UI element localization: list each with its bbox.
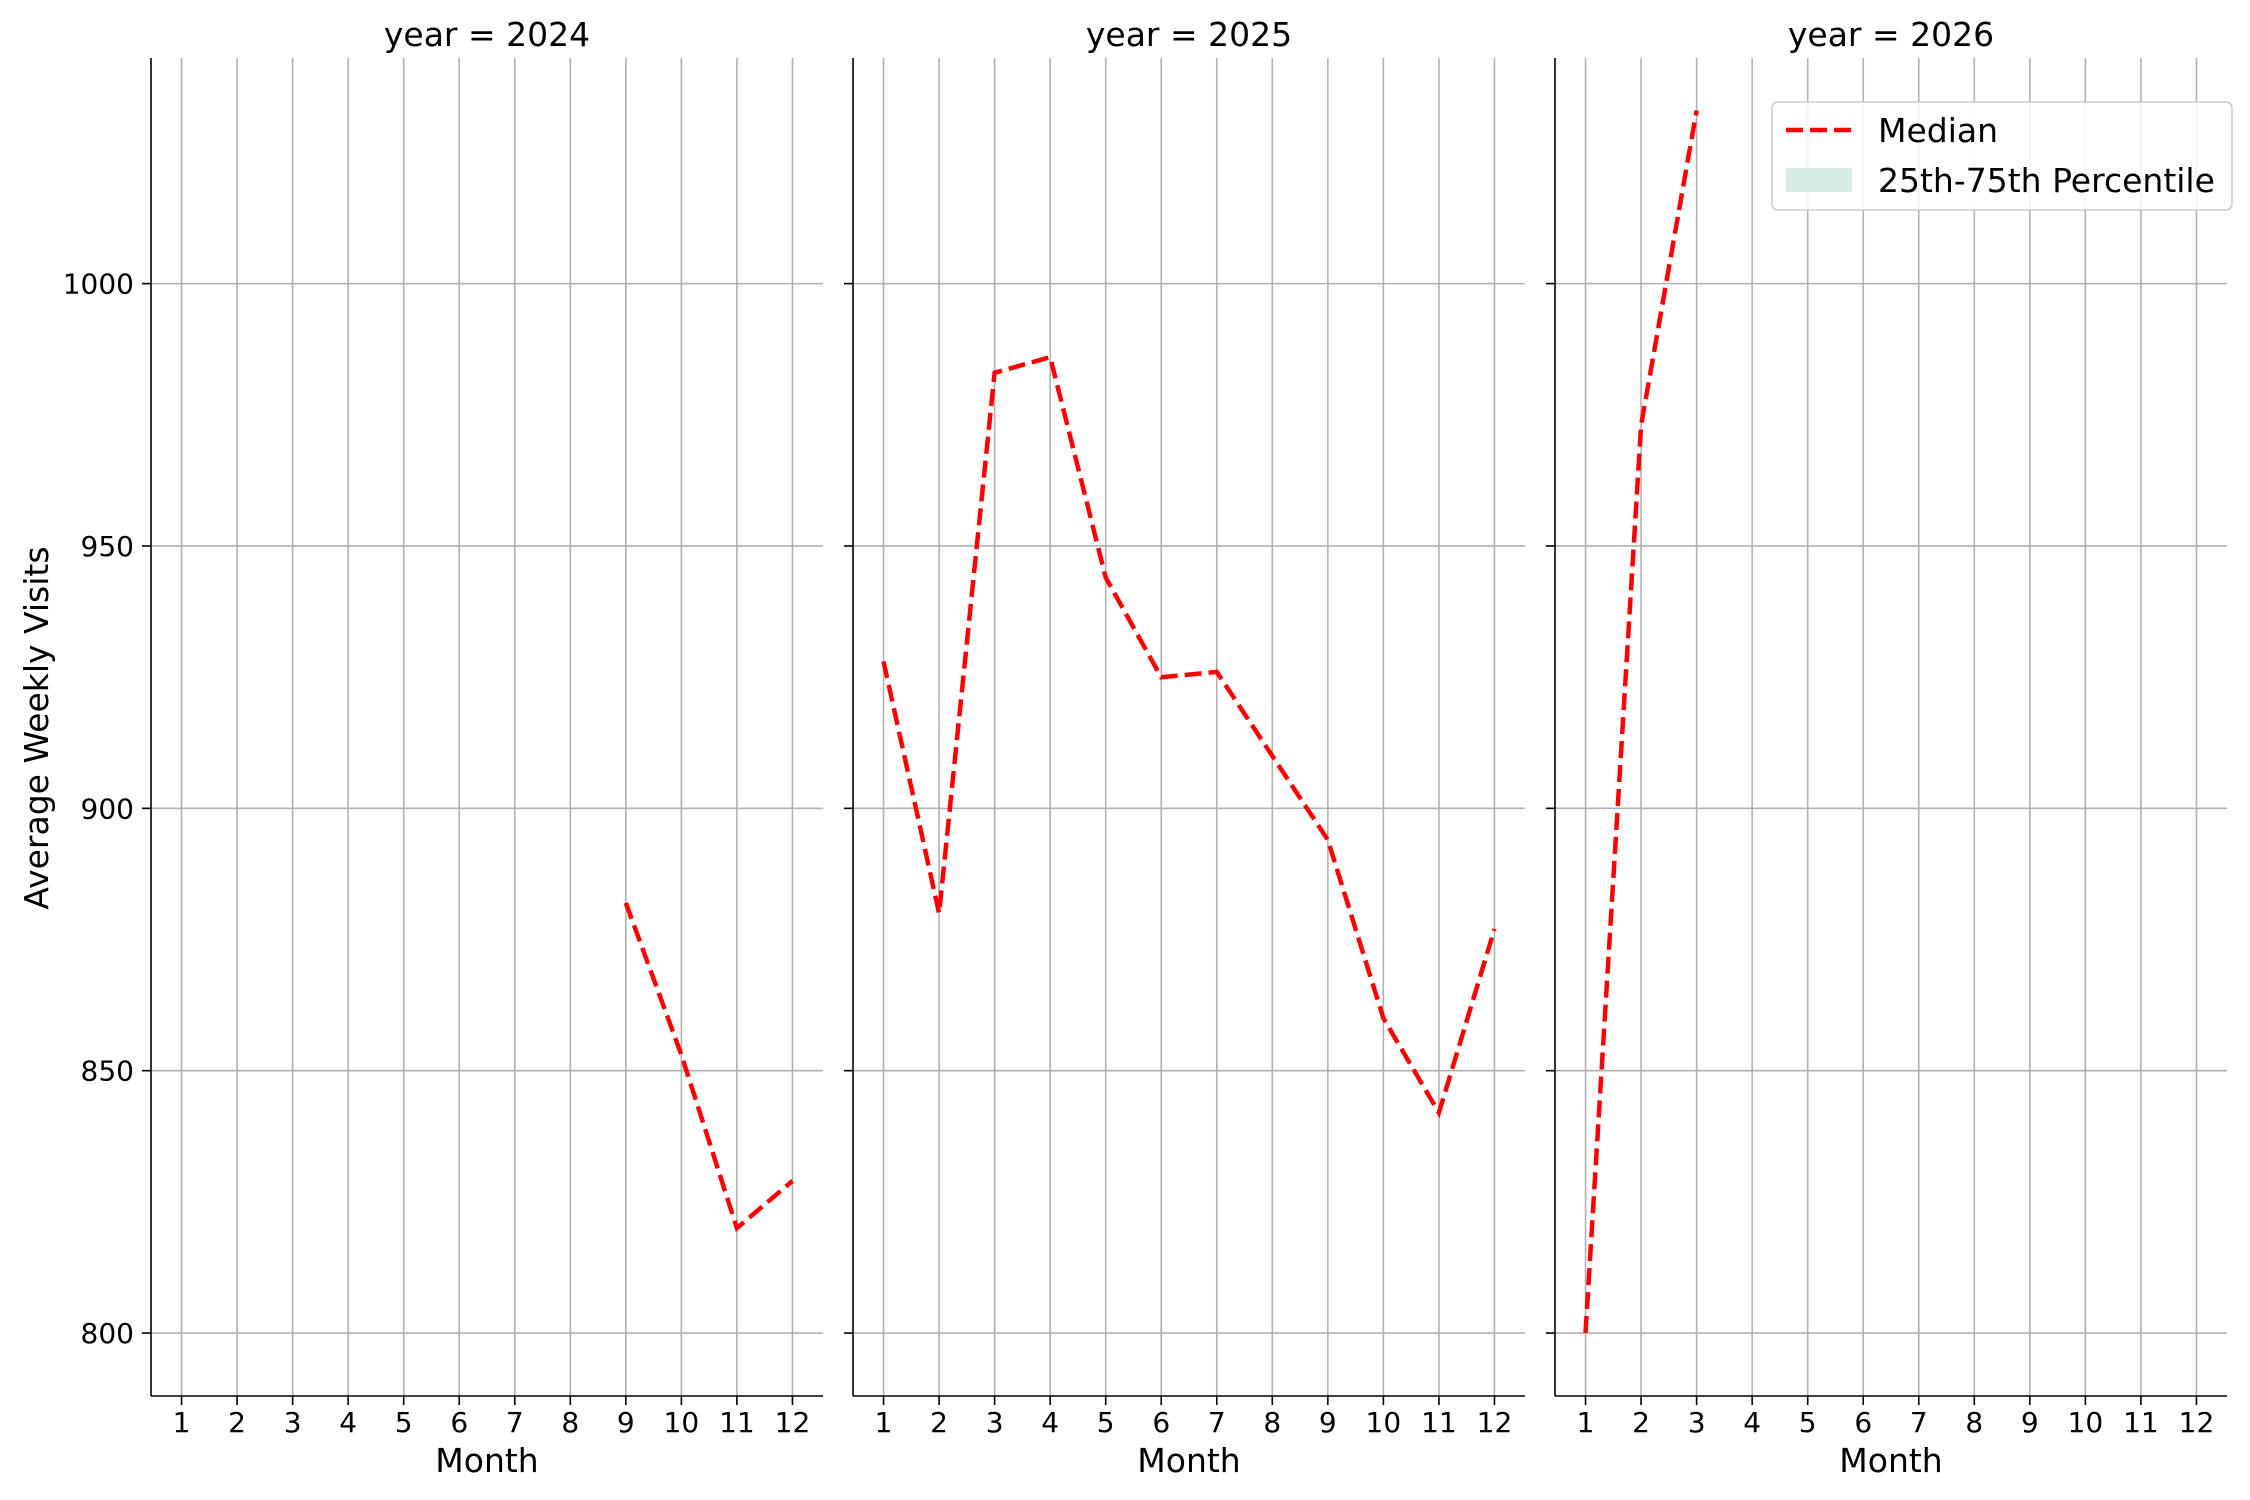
x-tick-label: 8: [1263, 1406, 1281, 1439]
x-tick-label: 7: [1208, 1406, 1226, 1439]
panel-title: year = 2026: [1788, 15, 1994, 54]
y-tick-label: 800: [81, 1317, 134, 1350]
median-line: [1583, 110, 1699, 1334]
x-tick-label: 2: [930, 1406, 948, 1439]
y-axis-label: Average Weekly Visits: [17, 546, 56, 909]
median-line: [881, 354, 1497, 1119]
x-tick-label: 5: [1799, 1406, 1817, 1439]
x-tick-label: 1: [173, 1406, 191, 1439]
x-tick-label: 10: [664, 1406, 700, 1439]
x-tick-label: 12: [1477, 1406, 1513, 1439]
x-tick-label: 3: [986, 1406, 1004, 1439]
x-axis-label: Month: [1839, 1441, 1942, 1480]
panel-title: year = 2024: [384, 15, 590, 54]
legend-median-label: Median: [1878, 111, 1998, 150]
x-tick-label: 3: [1688, 1406, 1706, 1439]
x-tick-label: 2: [228, 1406, 246, 1439]
x-tick-label: 4: [1041, 1406, 1059, 1439]
x-tick-label: 10: [1366, 1406, 1402, 1439]
legend-percentile-swatch: [1786, 168, 1852, 192]
x-tick-label: 7: [1910, 1406, 1928, 1439]
x-axis-label: Month: [1137, 1441, 1240, 1480]
x-tick-label: 3: [284, 1406, 302, 1439]
y-tick-label: 1000: [63, 268, 134, 301]
x-tick-label: 11: [719, 1406, 755, 1439]
x-tick-label: 1: [875, 1406, 893, 1439]
y-tick-label: 850: [81, 1055, 134, 1088]
x-tick-label: 8: [1965, 1406, 1983, 1439]
legend-percentile-label: 25th-75th Percentile: [1878, 161, 2215, 200]
x-tick-label: 4: [1743, 1406, 1761, 1439]
x-axis-label: Month: [435, 1441, 538, 1480]
x-tick-label: 9: [617, 1406, 635, 1439]
x-tick-label: 11: [1421, 1406, 1457, 1439]
x-tick-label: 12: [2179, 1406, 2215, 1439]
x-tick-label: 6: [1854, 1406, 1872, 1439]
y-tick-label: 950: [81, 530, 134, 563]
median-line: [623, 902, 794, 1232]
x-tick-label: 12: [775, 1406, 811, 1439]
x-tick-label: 10: [2068, 1406, 2104, 1439]
x-tick-label: 8: [561, 1406, 579, 1439]
legend-box: [1771, 101, 2233, 211]
x-tick-label: 1: [1577, 1406, 1595, 1439]
x-tick-label: 9: [1319, 1406, 1337, 1439]
x-tick-label: 6: [450, 1406, 468, 1439]
x-tick-label: 9: [2021, 1406, 2039, 1439]
y-tick-label: 900: [81, 792, 134, 825]
x-tick-label: 5: [1097, 1406, 1115, 1439]
x-tick-label: 2: [1632, 1406, 1650, 1439]
x-tick-label: 5: [395, 1406, 413, 1439]
x-tick-label: 11: [2123, 1406, 2159, 1439]
x-tick-label: 4: [339, 1406, 357, 1439]
x-tick-label: 6: [1152, 1406, 1170, 1439]
legend: Median 25th-75th Percentile: [1771, 101, 2233, 211]
panel-title: year = 2025: [1086, 15, 1292, 54]
x-tick-label: 7: [506, 1406, 524, 1439]
